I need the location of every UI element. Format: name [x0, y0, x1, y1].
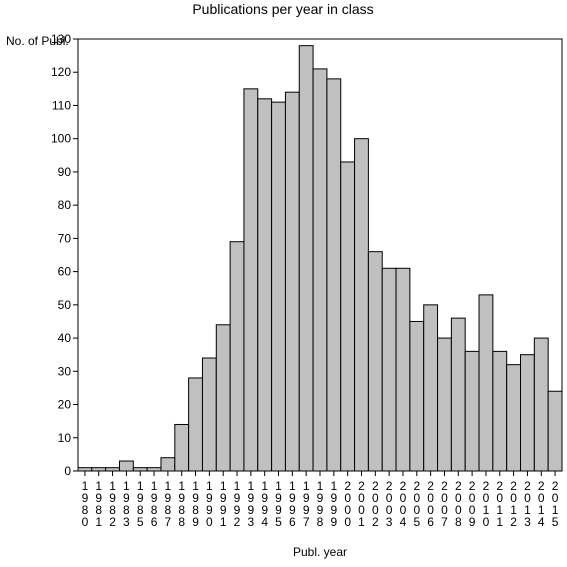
bar-2006 — [423, 304, 439, 472]
bar-2005 — [409, 320, 425, 472]
bar-2009 — [464, 350, 480, 472]
y-tick-label: 40 — [58, 331, 72, 345]
bar-1989 — [188, 377, 203, 472]
bar-1983 — [118, 460, 134, 472]
bar-2003 — [381, 267, 397, 472]
y-tick-label: 110 — [52, 98, 71, 112]
x-axis-label: Publ. year — [293, 545, 347, 559]
bar-1996 — [284, 91, 300, 472]
bar-2001 — [354, 138, 369, 472]
y-axis: 0 10 20 30 40 50 60 70 80 90 100 110 120 130 — [51, 32, 78, 478]
chart-title: Publications per year in class — [192, 1, 373, 17]
y-tick-label: 0 — [64, 464, 71, 478]
plot-frame — [77, 38, 563, 472]
bar-2011 — [492, 350, 508, 472]
y-tick-label: 90 — [58, 165, 72, 179]
bar-2008 — [450, 317, 466, 472]
y-tick-label: 130 — [51, 32, 71, 46]
bar-1998 — [312, 68, 328, 472]
bar-2014 — [533, 337, 549, 472]
bar-1992 — [229, 241, 245, 472]
bar-1995 — [271, 101, 286, 472]
y-tick-label: 20 — [58, 398, 72, 412]
bar-2013 — [520, 354, 535, 472]
bar-1993 — [243, 88, 259, 472]
y-axis-label: No. of Publ. — [6, 34, 69, 48]
bar-2010 — [478, 294, 494, 472]
bar-2004 — [395, 267, 411, 472]
bar-1994 — [257, 98, 273, 472]
bar-2012 — [506, 364, 522, 472]
bar-1988 — [174, 423, 190, 472]
y-tick-label: 70 — [58, 231, 72, 245]
bar-2000 — [340, 161, 356, 472]
bar-2007 — [437, 337, 452, 472]
bar-1997 — [298, 45, 314, 472]
bar-2002 — [367, 251, 383, 472]
y-tick-label: 30 — [58, 364, 72, 378]
y-tick-label: 50 — [58, 298, 72, 312]
x-axis: 1 9 8 0 1 9 8 1 1 9 8 2 1 9 8 3 1 9 8 5 1 9 8 6 1 9 8 7 1 9 8 8 1 9 8 9 1 9 9 0… — [82, 471, 559, 529]
y-tick-label: 10 — [58, 431, 72, 445]
bar-2015 — [547, 390, 563, 472]
bars-group — [77, 45, 563, 472]
y-tick-label: 120 — [51, 65, 71, 79]
y-tick-label: 100 — [51, 132, 71, 146]
bar-1991 — [215, 324, 231, 472]
bar-1987 — [160, 457, 176, 472]
y-tick-label: 80 — [58, 198, 72, 212]
bar-1990 — [201, 357, 217, 472]
bar-1999 — [326, 78, 342, 472]
y-tick-label: 60 — [58, 265, 72, 279]
